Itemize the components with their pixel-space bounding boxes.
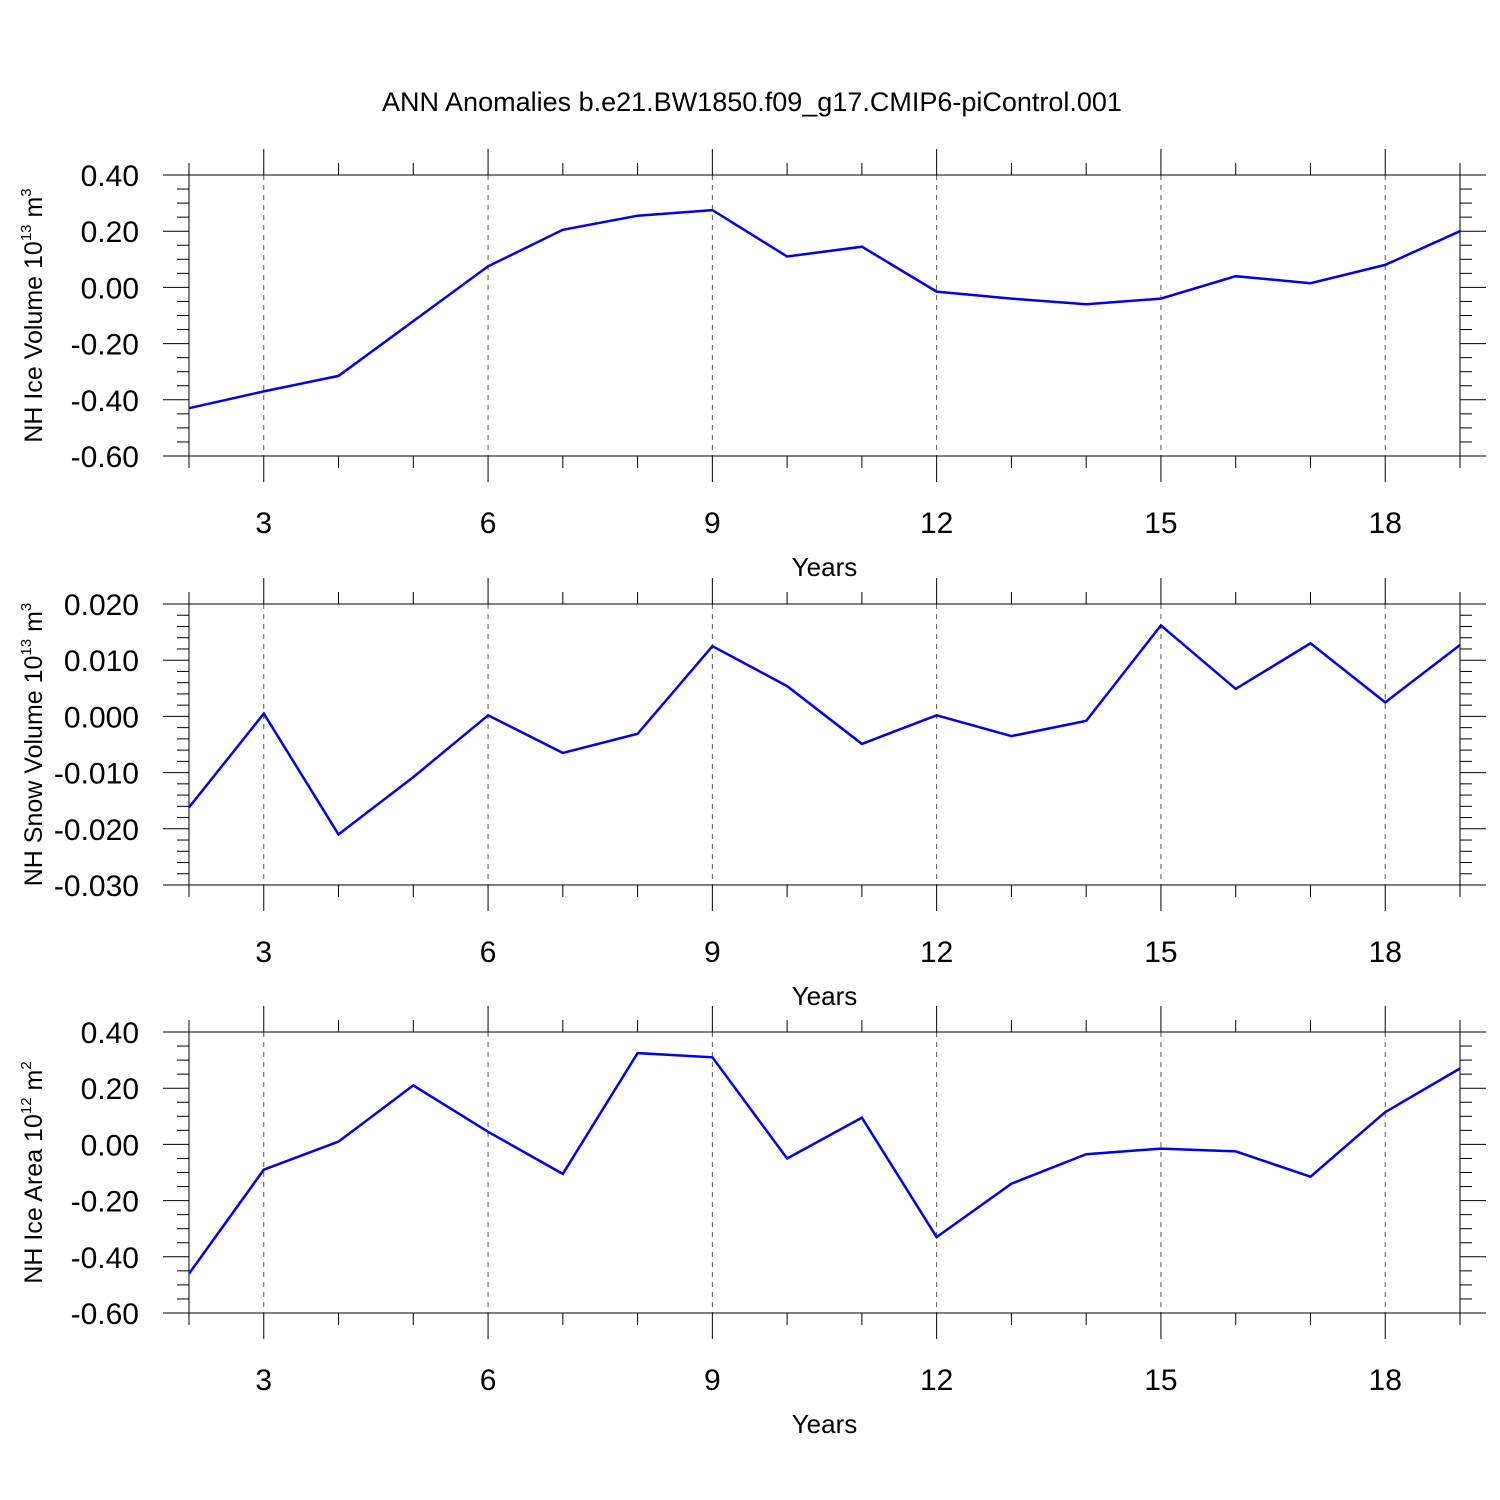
x-tick-label: 6 <box>480 936 497 969</box>
y-tick-label: -0.40 <box>71 385 139 418</box>
y-tick-label: 0.00 <box>81 1129 139 1162</box>
plot-frame <box>188 174 1461 457</box>
panels: 0.40 0.20 0.00 -0.20 -0.40 -0.60 3 6 9 12 15 18 Year… <box>18 149 1486 1439</box>
x-tick-label: 15 <box>1144 1364 1177 1397</box>
x-tick-label: 6 <box>480 1364 497 1397</box>
panel-1: 0.40 0.20 0.00 -0.20 -0.40 -0.60 3 6 9 12 15 18 Year… <box>18 149 1486 582</box>
y-axis-label: NH Snow Volume 1013 m3 <box>18 603 48 887</box>
y-axis-label-text: NH Ice Volume 10 <box>20 241 48 443</box>
y-tick-label: 0.000 <box>64 701 139 734</box>
series-line <box>187 1051 1461 1275</box>
y-axis-label-text: NH Ice Area 10 <box>20 1114 48 1284</box>
y-axis-label-unit: m <box>20 1070 48 1098</box>
y-tick-label: 0.010 <box>64 645 139 678</box>
x-tick-label: 9 <box>704 1364 721 1397</box>
plot-frame <box>188 603 1461 886</box>
y-axis-label-exponent: 13 <box>18 224 35 241</box>
y-axis-label: NH Ice Area 1012 m2 <box>18 1061 48 1283</box>
y-axis-label-unit-exponent: 2 <box>18 1061 35 1069</box>
series-line <box>188 623 1461 837</box>
y-tick-label: 0.40 <box>81 1017 139 1050</box>
y-tick-label: -0.020 <box>54 814 139 847</box>
y-tick-label: -0.030 <box>54 870 139 903</box>
x-tick-label: 3 <box>255 507 272 540</box>
y-tick-label: 0.20 <box>81 216 139 249</box>
x-tick-label: 12 <box>920 507 953 540</box>
x-tick-label: 12 <box>920 936 953 969</box>
y-axis-label-unit: m <box>20 197 48 225</box>
x-tick-label: 9 <box>704 507 721 540</box>
x-tick-label: 15 <box>1144 507 1177 540</box>
x-tick-label: 18 <box>1369 1364 1402 1397</box>
y-axis-label-unit: m <box>20 611 48 639</box>
y-tick-label: -0.60 <box>71 441 139 474</box>
x-tick-label: 18 <box>1369 936 1402 969</box>
y-tick-label: -0.010 <box>54 758 139 791</box>
y-axis-label-text: NH Snow Volume 10 <box>20 656 48 887</box>
plot-frame <box>188 1031 1461 1314</box>
series-line <box>188 208 1461 410</box>
x-tick-label: 3 <box>255 936 272 969</box>
x-axis-label: Years <box>792 1409 858 1439</box>
y-axis-label-exponent: 13 <box>18 639 35 656</box>
x-tick-label: 9 <box>704 936 721 969</box>
y-axis-label-unit-exponent: 3 <box>18 188 35 196</box>
x-tick-label: 12 <box>920 1364 953 1397</box>
y-axis-label-exponent: 12 <box>18 1097 35 1114</box>
x-axis-label: Years <box>792 981 858 1011</box>
panel-3: 0.40 0.20 0.00 -0.20 -0.40 -0.60 3 6 9 12 15 18 Year… <box>18 1006 1486 1439</box>
x-axis-label: Years <box>792 552 858 582</box>
x-tick-label: 3 <box>255 1364 272 1397</box>
panel-2: 0.020 0.010 0.000 -0.010 -0.020 -0.030 3 6 9 12 15… <box>18 578 1486 1011</box>
figure-title: ANN Anomalies b.e21.BW1850.f09_g17.CMIP6… <box>382 87 1122 117</box>
y-tick-label: -0.60 <box>71 1298 139 1331</box>
y-axis-label: NH Ice Volume 1013 m3 <box>18 188 48 442</box>
y-tick-label: -0.20 <box>71 1186 139 1219</box>
y-tick-label: 0.00 <box>81 272 139 305</box>
x-tick-label: 15 <box>1144 936 1177 969</box>
y-axis-label-unit-exponent: 3 <box>18 603 35 611</box>
x-tick-label: 6 <box>480 507 497 540</box>
y-tick-label: 0.40 <box>81 160 139 193</box>
y-tick-label: 0.20 <box>81 1073 139 1106</box>
y-tick-label: -0.40 <box>71 1242 139 1275</box>
y-tick-label: -0.20 <box>71 329 139 362</box>
y-tick-label: 0.020 <box>64 589 139 622</box>
x-tick-label: 18 <box>1369 507 1402 540</box>
